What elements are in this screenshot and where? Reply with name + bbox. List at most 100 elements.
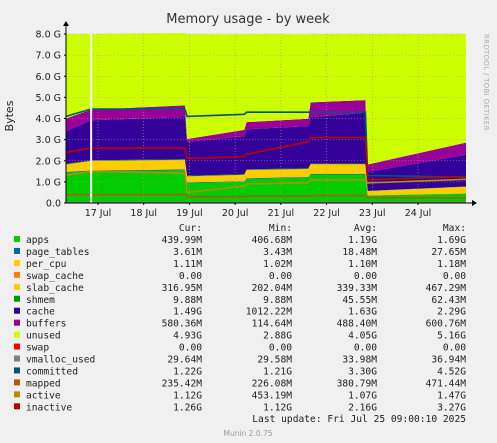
legend-swatch-swap xyxy=(14,343,20,350)
legend-avg-value: 0.00 xyxy=(354,271,377,282)
legend-swatch-active xyxy=(14,391,20,398)
legend-min-value: 9.88M xyxy=(263,295,292,306)
legend-avg-value: 1.19G xyxy=(348,235,377,246)
legend-max-value: 1.47G xyxy=(437,390,466,401)
legend-max-value: 467.29M xyxy=(426,283,467,294)
legend-name: swap xyxy=(26,343,49,354)
y-tick-label: 0.0 xyxy=(46,199,61,210)
legend-avg-value: 2.16G xyxy=(348,402,377,413)
y-tick-label: 4.0 G xyxy=(36,114,62,125)
y-tick-label: 3.0 G xyxy=(36,135,62,146)
legend-cur-value: 0.00 xyxy=(179,343,202,354)
legend-avg-value: 1.10M xyxy=(348,259,377,270)
x-tick-label: 22 Jul xyxy=(313,208,340,219)
legend-cur-value: 29.64M xyxy=(167,355,202,366)
legend-min-value: 453.19M xyxy=(252,390,293,401)
legend-max-value: 62.43M xyxy=(431,295,466,306)
legend-max-value: 600.76M xyxy=(426,319,467,330)
legend-cur-value: 235.42M xyxy=(162,378,203,389)
legend-swatch-page_tables xyxy=(14,247,20,254)
x-tick-label: 24 Jul xyxy=(405,208,432,219)
legend-swatch-per_cpu xyxy=(14,259,20,266)
legend-swatch-vmalloc_used xyxy=(14,355,20,362)
overlay-lines xyxy=(65,34,467,204)
legend-name: apps xyxy=(26,235,49,246)
legend-swatch-unused xyxy=(14,331,20,338)
legend-avg-value: 18.48M xyxy=(342,247,377,258)
legend-name: committed xyxy=(26,366,78,377)
legend-min-value: 3.43M xyxy=(263,247,292,258)
legend-max-value: 0.00 xyxy=(443,343,466,354)
y-axis-label: Bytes xyxy=(3,100,16,131)
legend-max-value: 1.18M xyxy=(437,259,466,270)
x-tick-label: 20 Jul xyxy=(222,208,249,219)
legend-header: Avg: xyxy=(354,223,377,234)
legend-swatch-inactive xyxy=(14,403,20,410)
legend-name: mapped xyxy=(26,378,61,389)
legend-max-value: 27.65M xyxy=(431,247,466,258)
legend-max-value: 1.69G xyxy=(437,235,466,246)
legend-name: vmalloc_used xyxy=(26,355,95,366)
legend-min-value: 29.58M xyxy=(257,355,292,366)
area-slab_cache xyxy=(66,159,466,196)
y-tick-label: 2.0 G xyxy=(36,156,62,167)
legend-max-value: 471.44M xyxy=(426,378,467,389)
legend-cur-value: 316.95M xyxy=(162,283,203,294)
legend-cur-value: 1.26G xyxy=(173,402,202,413)
legend-cur-value: 4.93G xyxy=(173,331,202,342)
legend-cur-value: 1.49G xyxy=(173,307,202,318)
x-axis-arrow xyxy=(472,200,477,206)
legend-max-value: 5.16G xyxy=(437,331,466,342)
legend-cur-value: 1.22G xyxy=(173,366,202,377)
legend-avg-value: 3.30G xyxy=(348,366,377,377)
legend-max-value: 36.94M xyxy=(431,355,466,366)
legend-cur-value: 1.11M xyxy=(173,259,202,270)
legend-name: swap_cache xyxy=(26,271,84,282)
y-tick-label: 7.0 G xyxy=(36,51,62,62)
x-tick-label: 23 Jul xyxy=(359,208,386,219)
y-tick-label: 1.0 G xyxy=(36,177,62,188)
y-tick-label: 5.0 G xyxy=(36,93,62,104)
legend-cur-value: 439.99M xyxy=(162,235,203,246)
legend-avg-value: 488.40M xyxy=(337,319,378,330)
legend-cur-value: 0.00 xyxy=(179,271,202,282)
legend-swatch-buffers xyxy=(14,319,20,326)
legend-min-value: 1.21G xyxy=(263,366,292,377)
x-tick-label: 21 Jul xyxy=(268,208,295,219)
legend-min-value: 406.68M xyxy=(252,235,293,246)
y-tick-label: 6.0 G xyxy=(36,72,62,83)
legend-name: page_tables xyxy=(26,247,90,258)
legend-min-value: 114.64M xyxy=(252,319,293,330)
grid-lines xyxy=(66,33,466,203)
last-update-text: Last update: Fri Jul 25 09:00:10 2025 xyxy=(252,414,466,425)
stacked-areas xyxy=(66,33,466,203)
legend-min-value: 0.00 xyxy=(269,343,292,354)
chart-title: Memory usage - by week xyxy=(166,12,330,27)
legend-cur-value: 3.61M xyxy=(173,247,202,258)
legend-swatch-apps xyxy=(14,236,20,242)
legend-avg-value: 4.05G xyxy=(348,331,377,342)
legend-swatch-slab_cache xyxy=(14,283,20,290)
legend-avg-value: 33.98M xyxy=(342,355,377,366)
legend-name: active xyxy=(26,390,61,401)
x-tick-label: 17 Jul xyxy=(85,208,112,219)
area-unused xyxy=(66,33,466,165)
legend-swatch-committed xyxy=(14,367,20,374)
munin-version: Munin 2.0.75 xyxy=(223,429,272,438)
legend-swatch-mapped xyxy=(14,379,20,386)
legend-min-value: 202.04M xyxy=(252,283,293,294)
line-active xyxy=(65,170,467,194)
line-committed xyxy=(65,108,467,178)
legend-avg-value: 1.07G xyxy=(348,390,377,401)
legend-name: cache xyxy=(26,307,55,318)
axes: 0.0 1.0 G 2.0 G 3.0 G 4.0 G 5.0 G 6.0 G 7.0 G 8.… xyxy=(36,21,477,219)
legend-min-value: 1012.22M xyxy=(246,307,292,318)
legend-header: Max: xyxy=(443,223,466,234)
legend-cur-value: 9.88M xyxy=(173,295,202,306)
line-mapped xyxy=(66,193,467,199)
legend-swatch-swap_cache xyxy=(14,271,20,278)
legend-avg-value: 339.33M xyxy=(337,283,378,294)
legend-min-value: 2.88G xyxy=(263,331,292,342)
legend-header: Min: xyxy=(269,223,292,234)
